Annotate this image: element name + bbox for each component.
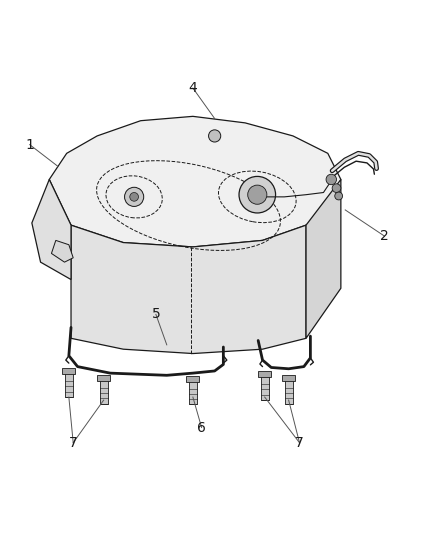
Circle shape [332, 184, 341, 192]
Bar [65, 373, 73, 397]
Text: 7: 7 [69, 436, 78, 450]
Bar [186, 376, 199, 382]
Bar [261, 376, 268, 400]
Text: 6: 6 [197, 421, 206, 434]
Bar [282, 375, 295, 381]
Text: 7: 7 [295, 436, 304, 450]
Polygon shape [32, 180, 71, 279]
Polygon shape [51, 240, 73, 262]
Polygon shape [306, 180, 341, 338]
Text: 4: 4 [188, 81, 197, 95]
Bar [189, 381, 197, 405]
Circle shape [335, 192, 343, 200]
Bar [285, 379, 293, 403]
Circle shape [248, 185, 267, 204]
Circle shape [124, 187, 144, 206]
Text: 2: 2 [380, 229, 389, 243]
Bar [100, 379, 108, 403]
Text: 5: 5 [152, 308, 160, 321]
Bar [62, 368, 75, 375]
Bar [97, 375, 110, 381]
Circle shape [130, 192, 138, 201]
Circle shape [239, 176, 276, 213]
Polygon shape [71, 225, 306, 353]
Polygon shape [49, 116, 341, 247]
Text: 1: 1 [25, 138, 34, 151]
Circle shape [208, 130, 221, 142]
Bar [258, 372, 271, 377]
Circle shape [326, 174, 336, 184]
